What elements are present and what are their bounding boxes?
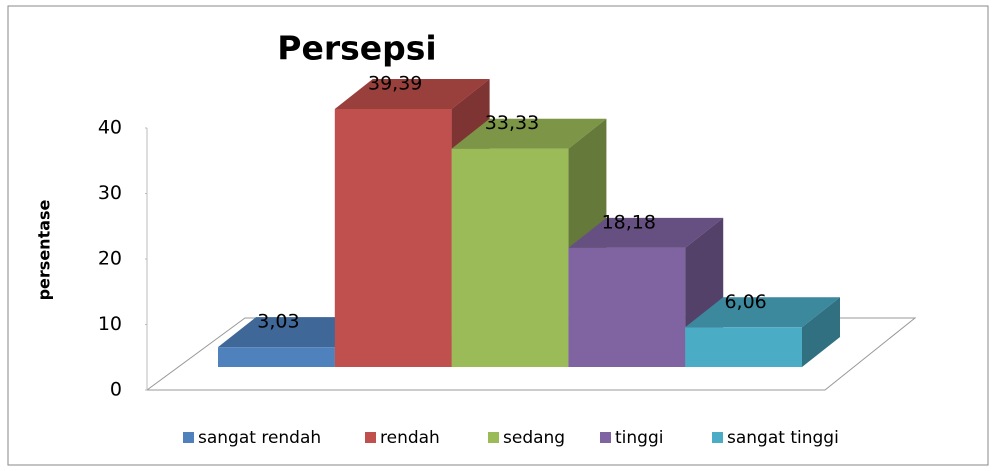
legend-swatch xyxy=(365,432,376,443)
bar-top xyxy=(218,317,373,348)
y-tick-label: 10 xyxy=(98,313,122,335)
bar-top-shade xyxy=(685,297,840,328)
value-label: 6,06 xyxy=(724,291,766,313)
y-tick-label: 40 xyxy=(98,117,122,139)
bar xyxy=(568,247,686,367)
bar xyxy=(451,148,569,367)
bar-top-shade xyxy=(568,217,724,248)
legend-label: sangat rendah xyxy=(198,428,321,448)
bar-top-shade xyxy=(218,317,373,348)
bar xyxy=(685,327,802,367)
value-label: 3,03 xyxy=(257,311,299,333)
y-tick-label: 0 xyxy=(110,379,122,401)
legend-swatch xyxy=(600,432,611,443)
chart-title: Persepsi xyxy=(277,29,436,68)
legend-label: tinggi xyxy=(615,428,663,448)
bar-side-shade xyxy=(802,297,840,367)
bar-top xyxy=(334,78,490,109)
legend-label: sedang xyxy=(503,428,565,448)
bar-top xyxy=(685,297,840,328)
bar xyxy=(334,108,452,368)
value-label: 18,18 xyxy=(602,211,656,233)
legend-label: sangat tinggi xyxy=(727,428,839,448)
bar-top-shade xyxy=(451,118,607,149)
legend-swatch xyxy=(712,432,723,443)
value-label: 33,33 xyxy=(485,112,539,134)
bar-top xyxy=(451,118,607,149)
bar xyxy=(218,347,335,367)
y-axis-label: persentase xyxy=(35,199,54,300)
legend-swatch xyxy=(183,432,194,443)
bar-top xyxy=(568,217,724,248)
legend-label: rendah xyxy=(380,428,440,448)
bar-top-shade xyxy=(334,78,490,109)
legend-swatch xyxy=(488,432,499,443)
y-tick-label: 20 xyxy=(98,248,122,270)
bar-side xyxy=(802,297,840,367)
y-tick-label: 30 xyxy=(98,182,122,204)
value-label: 39,39 xyxy=(368,72,422,94)
